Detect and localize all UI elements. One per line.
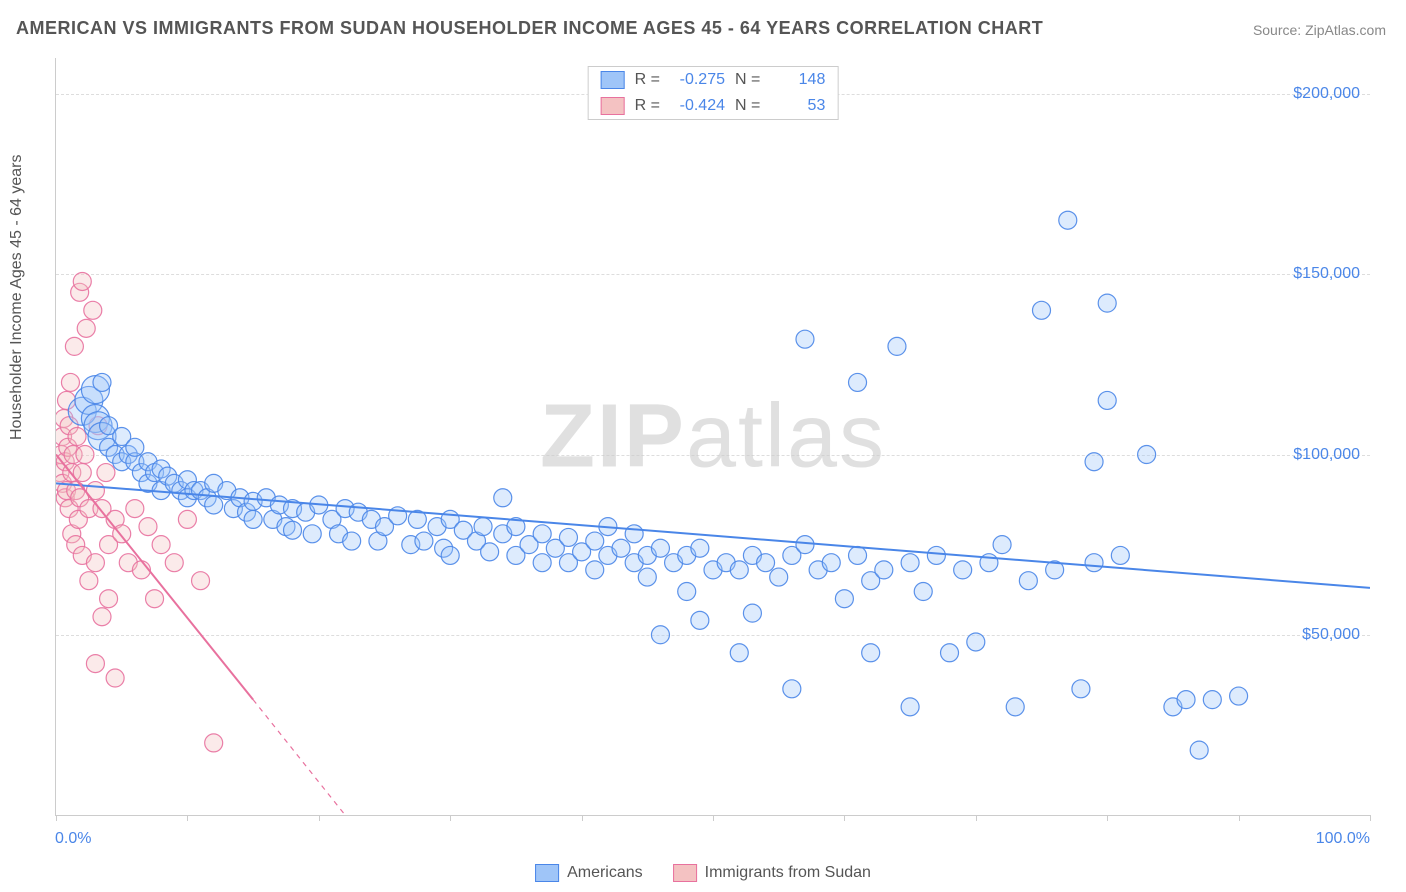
legend-item-sudan: Immigrants from Sudan — [673, 864, 871, 882]
chart-title: AMERICAN VS IMMIGRANTS FROM SUDAN HOUSEH… — [16, 18, 1043, 39]
scatter-svg — [56, 58, 1370, 815]
x-axis-max: 100.0% — [1316, 830, 1370, 848]
legend-stats: R = -0.275 N = 148 R = -0.424 N = 53 — [588, 66, 839, 120]
y-axis-label: Householder Income Ages 45 - 64 years — [8, 155, 26, 441]
source-label: Source: ZipAtlas.com — [1253, 22, 1386, 38]
legend-row-americans: R = -0.275 N = 148 — [589, 67, 838, 93]
legend-series: Americans Immigrants from Sudan — [535, 864, 871, 882]
swatch-americans-icon — [535, 864, 559, 882]
legend-item-americans: Americans — [535, 864, 643, 882]
swatch-sudan — [601, 97, 625, 115]
swatch-sudan-icon — [673, 864, 697, 882]
swatch-americans — [601, 71, 625, 89]
legend-row-sudan: R = -0.424 N = 53 — [589, 93, 838, 119]
plot-area: ZIPatlas R = -0.275 N = 148 R = -0.424 N… — [55, 58, 1370, 816]
chart-container: AMERICAN VS IMMIGRANTS FROM SUDAN HOUSEH… — [0, 0, 1406, 892]
x-axis-min: 0.0% — [55, 830, 91, 848]
